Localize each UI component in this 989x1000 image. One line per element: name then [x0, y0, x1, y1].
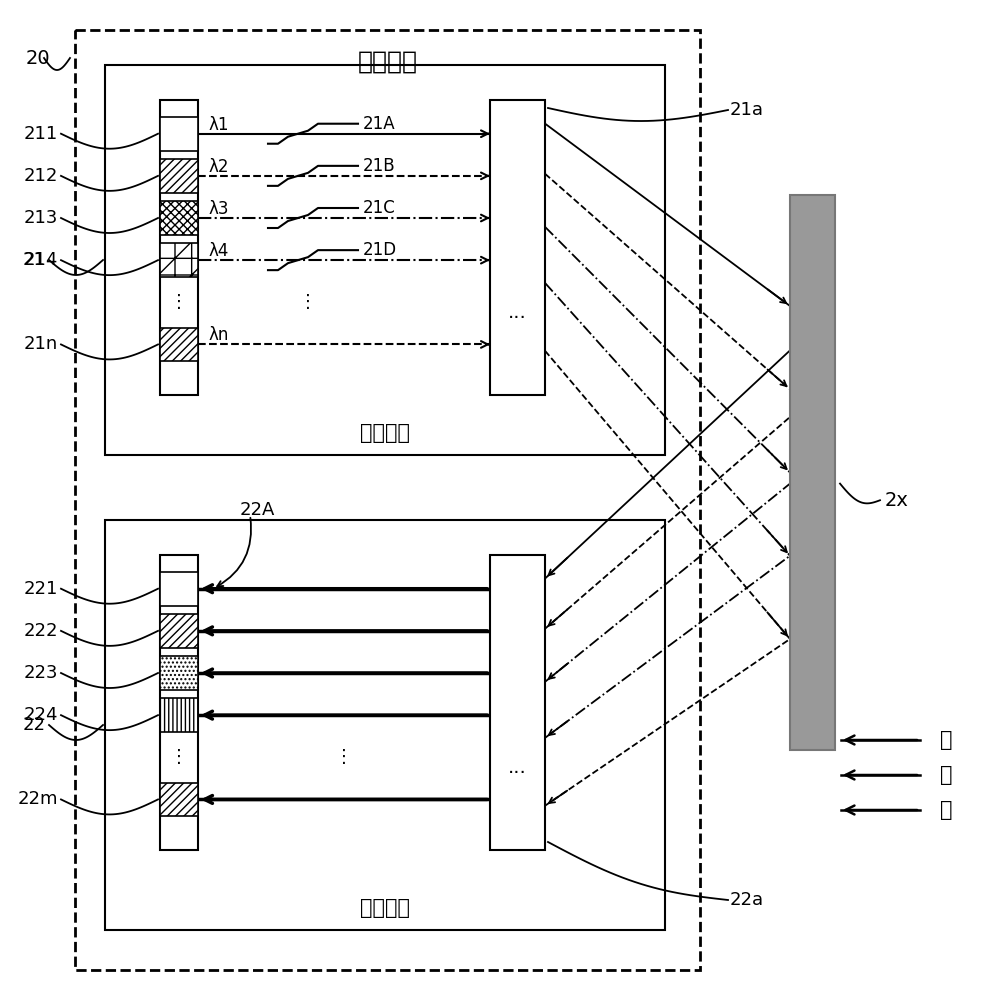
Bar [490, 555, 545, 850]
Text: ...: ... [508, 303, 527, 322]
Text: ⋮: ⋮ [299, 293, 317, 311]
Text: 21D: 21D [363, 241, 398, 259]
Text: 223: 223 [24, 664, 58, 682]
Text: 环: 环 [940, 730, 952, 750]
Bar [105, 65, 665, 455]
Text: 2x: 2x [885, 491, 909, 510]
Bar [160, 100, 198, 395]
Text: 21A: 21A [363, 115, 396, 133]
Text: ⋮: ⋮ [335, 748, 353, 766]
Bar [105, 520, 665, 930]
Bar [160, 201, 198, 235]
Bar [160, 328, 198, 361]
Text: λ3: λ3 [208, 200, 228, 218]
Text: 212: 212 [24, 167, 58, 185]
Bar [790, 195, 835, 750]
Text: 22m: 22m [18, 790, 58, 808]
Bar [160, 159, 198, 193]
Bar [160, 243, 198, 277]
Text: 发射模组: 发射模组 [360, 423, 410, 443]
Text: 光: 光 [940, 800, 952, 820]
Text: 22: 22 [23, 716, 46, 734]
Text: 21n: 21n [24, 335, 58, 353]
Text: 211: 211 [24, 125, 58, 143]
Text: 21B: 21B [363, 157, 396, 175]
Text: ...: ... [508, 758, 527, 777]
Text: 激光雷达: 激光雷达 [357, 50, 417, 74]
Text: 214: 214 [24, 251, 58, 269]
Text: ⋮: ⋮ [170, 293, 188, 311]
Text: 22A: 22A [240, 501, 275, 519]
Bar [160, 614, 198, 648]
Bar [160, 783, 198, 816]
Text: λ4: λ4 [208, 242, 228, 260]
Text: 境: 境 [940, 765, 952, 785]
Text: 21C: 21C [363, 199, 396, 217]
Text: 21a: 21a [730, 101, 764, 119]
Bar [160, 117, 198, 151]
Text: 21: 21 [23, 251, 46, 269]
Text: ⋮: ⋮ [170, 748, 188, 766]
Bar [490, 100, 545, 395]
Bar [160, 572, 198, 606]
Text: 213: 213 [24, 209, 58, 227]
Text: 22a: 22a [730, 891, 764, 909]
Bar [160, 656, 198, 690]
Text: 222: 222 [24, 622, 58, 640]
Bar [160, 555, 198, 850]
Bar [160, 698, 198, 732]
Text: λn: λn [208, 326, 228, 344]
Text: 20: 20 [26, 48, 50, 68]
Text: λ1: λ1 [208, 116, 228, 134]
Text: 接收模组: 接收模组 [360, 898, 410, 918]
Bar [75, 30, 700, 970]
Text: λ2: λ2 [208, 158, 228, 176]
Text: 221: 221 [24, 580, 58, 598]
Text: 224: 224 [24, 706, 58, 724]
